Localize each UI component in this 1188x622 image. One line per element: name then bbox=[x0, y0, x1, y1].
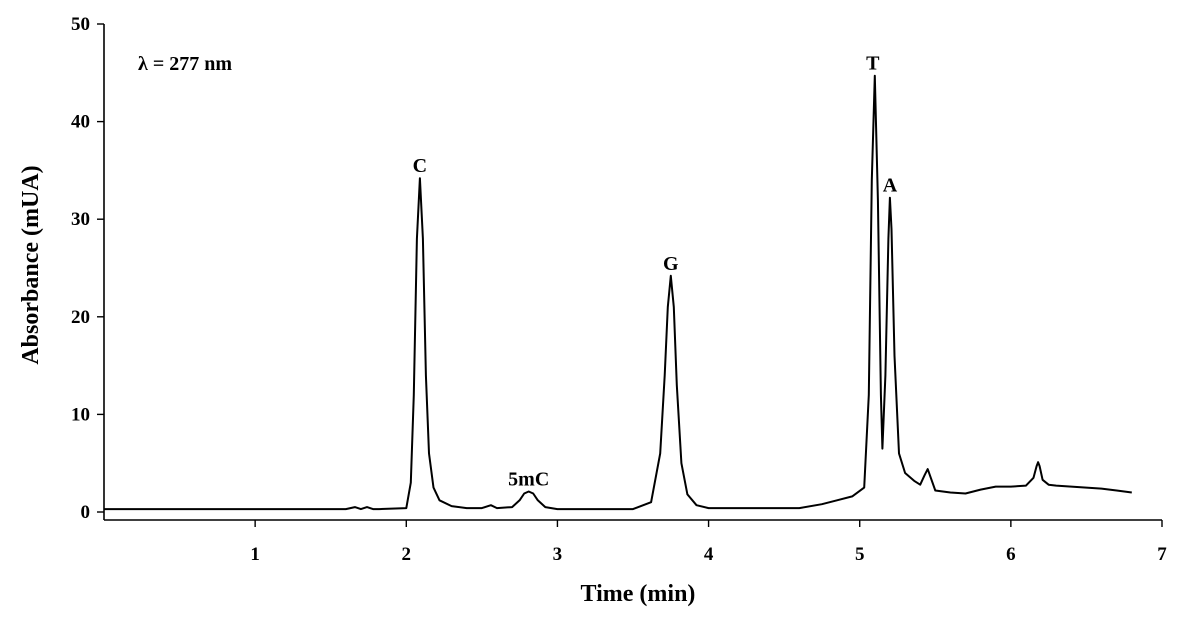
plot-area bbox=[104, 74, 1132, 511]
x-tick-label: 4 bbox=[704, 544, 714, 565]
y-tick-label: 10 bbox=[71, 404, 90, 425]
y-tick-label: 0 bbox=[81, 502, 91, 523]
wavelength-annotation: λ = 277 nm bbox=[138, 53, 232, 75]
y-ticks: 0 10 20 30 40 50 bbox=[71, 14, 104, 523]
x-ticks: 1 2 3 4 5 6 7 bbox=[250, 520, 1167, 565]
x-tick-label: 3 bbox=[553, 544, 563, 565]
peak-label: 5mC bbox=[508, 469, 549, 491]
y-tick-label: 50 bbox=[71, 14, 90, 35]
x-tick-label: 6 bbox=[1006, 544, 1016, 565]
peak-label: T bbox=[866, 53, 880, 75]
x-tick-label: 2 bbox=[402, 544, 412, 565]
chromatogram-trace bbox=[104, 74, 1132, 511]
peak-label: C bbox=[413, 155, 427, 177]
x-tick-label: 5 bbox=[855, 544, 865, 565]
y-tick-label: 30 bbox=[71, 209, 90, 230]
y-axis-title: Absorbance (mUA) bbox=[18, 165, 44, 364]
y-tick-label: 20 bbox=[71, 307, 90, 328]
x-tick-label: 1 bbox=[250, 544, 260, 565]
peak-label: G bbox=[663, 253, 679, 275]
axes bbox=[103, 24, 1162, 521]
y-tick-label: 40 bbox=[71, 112, 90, 133]
peak-labels: C 5mC G T A bbox=[413, 53, 898, 491]
x-tick-label: 7 bbox=[1157, 544, 1167, 565]
x-axis-title: Time (min) bbox=[581, 581, 696, 607]
peak-label: A bbox=[883, 175, 898, 197]
